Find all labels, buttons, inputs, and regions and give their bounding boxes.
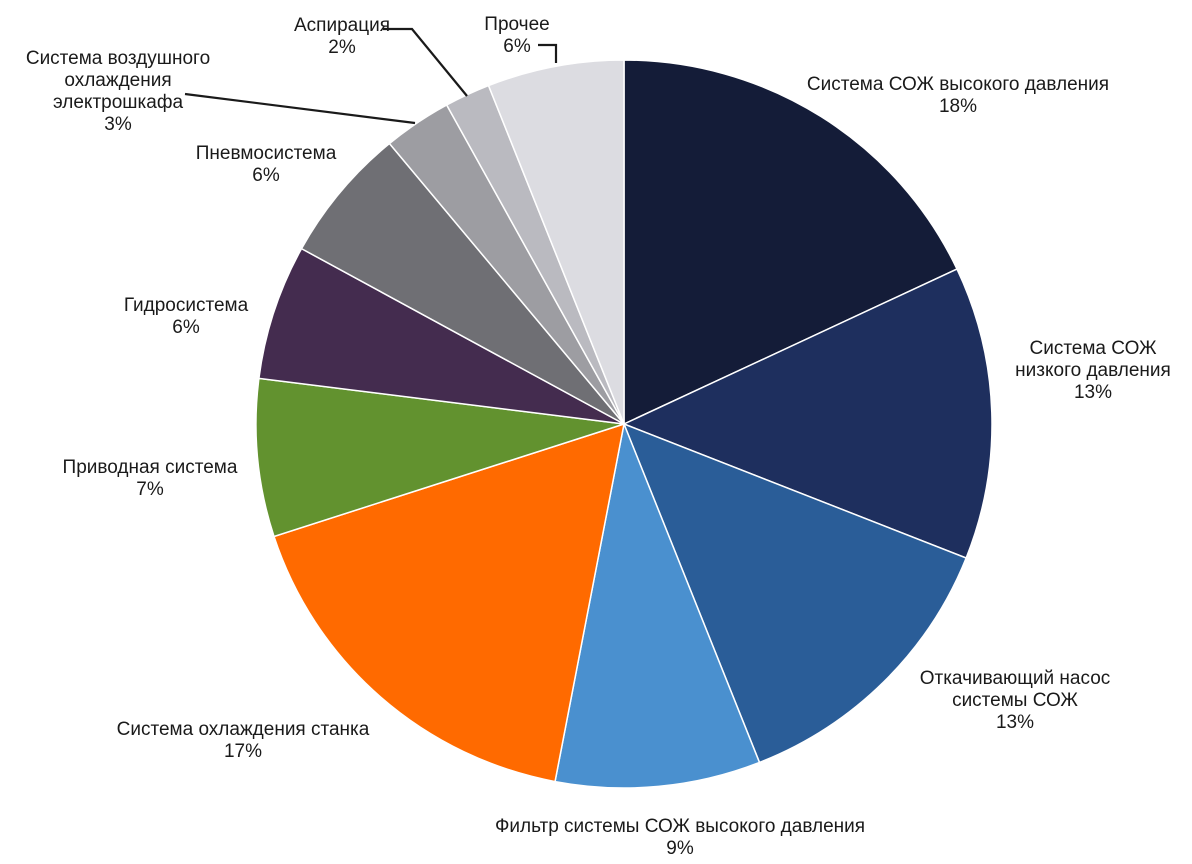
slice-percent-5: 7% [136, 479, 164, 500]
slice-label-line-1-0: Система СОЖ [1029, 338, 1156, 359]
slice-label-line-10-0: Прочее [484, 14, 549, 35]
slice-percent-4: 17% [224, 741, 262, 762]
leader-line-10 [538, 43, 558, 63]
slice-label-line-1-1: низкого давления [1015, 360, 1171, 381]
pie-slices [255, 59, 993, 789]
slice-percent-6: 6% [172, 317, 200, 338]
slice-label-line-5-0: Приводная система [63, 457, 238, 478]
slice-label-0: Система СОЖ высокого давления 18% [807, 74, 1109, 117]
slice-percent-8: 3% [104, 114, 132, 135]
pie-slice-3 [554, 421, 761, 789]
slice-label-2: Откачивающий насос системы СОЖ 13% [920, 668, 1111, 733]
slice-label-line-4-0: Система охлаждения станка [117, 719, 370, 740]
slice-label-line-3-0: Фильтр системы СОЖ высокого давления [495, 816, 865, 837]
pie-slice-2 [622, 422, 968, 764]
slice-percent-2: 13% [996, 712, 1034, 733]
slice-label-9: Аспирация 2% [294, 15, 390, 58]
pie-slice-1 [622, 268, 993, 559]
slice-percent-0: 18% [939, 96, 977, 117]
slice-percent-9: 2% [328, 37, 356, 58]
slice-label-8: Система воздушного охлаждения электрошкафа… [26, 48, 210, 135]
slice-label-line-9-0: Аспирация [294, 15, 390, 36]
pie-slice-4 [273, 422, 625, 783]
slice-label-3: Фильтр системы СОЖ высокого давления 9% [495, 816, 865, 859]
slice-label-10: Прочее 6% [484, 14, 549, 57]
leader-line-9 [383, 27, 468, 97]
slice-label-6: Гидросистема 6% [124, 295, 249, 338]
pie-slice-5 [255, 377, 625, 538]
slice-label-line-2-1: системы СОЖ [952, 690, 1078, 711]
slice-label-7: Пневмосистема 6% [196, 143, 337, 186]
slice-label-4: Система охлаждения станка 17% [117, 719, 370, 762]
pie-slice-10 [487, 59, 625, 425]
pie-slice-6 [258, 247, 625, 425]
slice-label-line-0-0: Система СОЖ высокого давления [807, 74, 1109, 95]
leader-lines [184, 27, 558, 125]
slice-label-5: Приводная система 7% [63, 457, 238, 500]
slice-percent-7: 6% [252, 165, 280, 186]
slice-label-line-8-0: Система воздушного [26, 48, 210, 69]
slice-label-line-2-0: Откачивающий насос [920, 668, 1111, 689]
slice-label-1: Система СОЖ низкого давления 13% [1015, 338, 1171, 403]
slice-percent-1: 13% [1074, 382, 1112, 403]
slice-percent-10: 6% [503, 36, 531, 57]
slice-label-line-6-0: Гидросистема [124, 295, 249, 316]
slice-label-line-8-2: электрошкафа [53, 92, 183, 113]
slice-label-line-8-1: охлаждения [64, 70, 171, 91]
slice-labels: Система СОЖ высокого давления 18%Система … [26, 14, 1171, 859]
pie-slice-7 [300, 142, 625, 425]
pie-slice-0 [623, 59, 958, 426]
slice-label-line-7-0: Пневмосистема [196, 143, 337, 164]
slice-percent-3: 9% [666, 838, 694, 859]
leader-line-8 [184, 92, 416, 125]
